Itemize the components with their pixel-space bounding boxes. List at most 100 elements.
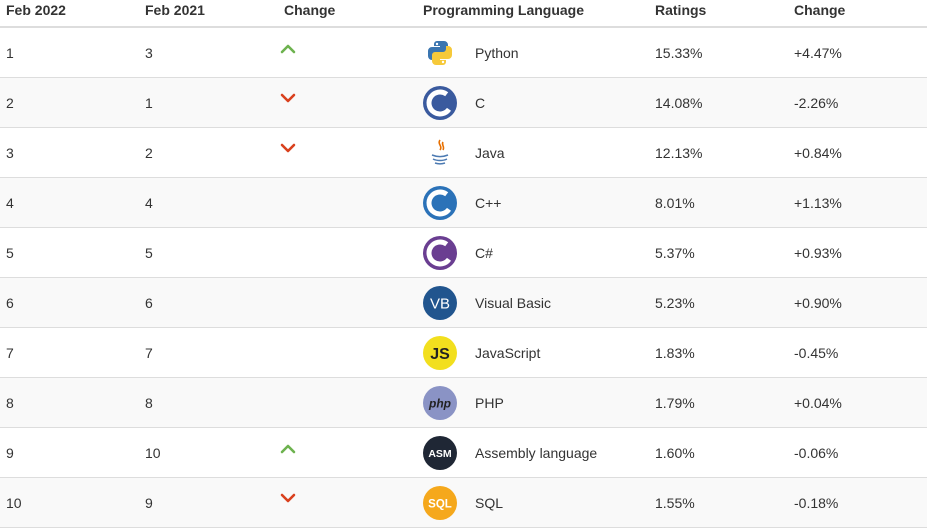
language-cell: php PHP [417, 385, 649, 420]
sql-logo-icon: SQL [423, 485, 457, 520]
table-row: 7 7 JS JavaScript 1.83% -0.45% [0, 328, 927, 378]
svg-text:JS: JS [430, 346, 450, 363]
js-logo-icon: JS [423, 335, 457, 370]
rank-current: 7 [6, 344, 14, 361]
rating-change-value: -0.45% [794, 344, 839, 361]
rank-current: 8 [6, 394, 14, 411]
arrow-down-icon [280, 491, 296, 502]
header-previous-month[interactable]: Feb 2021 [145, 2, 205, 18]
rating-change-value: -0.06% [794, 444, 839, 461]
table-row: 1 3 Python 15.33% +4.47% [0, 28, 927, 78]
svg-text:php: php [428, 396, 451, 410]
header-language[interactable]: Programming Language [423, 2, 585, 18]
language-cell: C [417, 85, 649, 120]
language-cell: Java [417, 136, 649, 170]
rank-previous: 6 [145, 294, 153, 311]
vb-logo-icon: VB [423, 285, 457, 320]
language-cell: Python [417, 36, 649, 70]
asm-logo-icon: ASM [423, 435, 457, 470]
language-cell: ++ C++ [417, 185, 649, 220]
table-row: 8 8 php PHP 1.79% +0.04% [0, 378, 927, 428]
language-cell: JS JavaScript [417, 335, 649, 370]
rank-current: 6 [6, 294, 14, 311]
rank-current: 9 [6, 444, 14, 461]
svg-text:VB: VB [430, 295, 450, 312]
header-current-month[interactable]: Feb 2022 [6, 2, 66, 18]
php-logo-icon: php [423, 385, 457, 420]
table-body: 1 3 Python 15.33% +4.47% 2 1 C 14.08% -2.26% 3 2 Jav… [0, 28, 927, 528]
header-rating-change[interactable]: Change [794, 2, 846, 18]
rating-value: 5.37% [655, 244, 695, 261]
rating-value: 14.08% [655, 94, 703, 111]
rank-previous: 9 [145, 494, 153, 511]
rating-change-value: +4.47% [794, 44, 842, 61]
table-row: 10 9 SQL SQL 1.55% -0.18% [0, 478, 927, 528]
svg-text:SQL: SQL [428, 498, 452, 510]
arrow-up-icon [280, 41, 296, 53]
arrow-up-icon [280, 441, 296, 453]
language-name[interactable]: Visual Basic [475, 294, 552, 311]
language-cell: # C# [417, 235, 649, 270]
svg-text:++: ++ [446, 202, 454, 208]
language-name[interactable]: SQL [475, 494, 504, 511]
language-name[interactable]: Java [475, 144, 505, 161]
rating-change-value: +0.04% [794, 394, 842, 411]
rank-previous: 1 [145, 94, 153, 111]
python-logo-icon [423, 36, 457, 70]
rank-current: 1 [6, 44, 14, 61]
rank-previous: 5 [145, 244, 153, 261]
c-logo-icon [423, 85, 457, 120]
table-header: Feb 2022 Feb 2021 Change Programming Lan… [0, 0, 927, 28]
language-name[interactable]: Assembly language [475, 444, 598, 461]
language-name[interactable]: C [475, 94, 486, 111]
rank-previous: 8 [145, 394, 153, 411]
language-cell: VB Visual Basic [417, 285, 649, 320]
rating-value: 8.01% [655, 194, 695, 211]
rank-previous: 2 [145, 144, 153, 161]
rating-change-value: +0.93% [794, 244, 842, 261]
rating-change-value: +0.84% [794, 144, 842, 161]
rating-value: 1.55% [655, 494, 695, 511]
table-row: 9 10 ASM Assembly language 1.60% -0.06% [0, 428, 927, 478]
table-row: 4 4 ++ C++ 8.01% +1.13% [0, 178, 927, 228]
rank-current: 4 [6, 194, 14, 211]
rank-previous: 4 [145, 194, 153, 211]
header-change[interactable]: Change [284, 2, 336, 18]
rank-current: 10 [6, 494, 22, 511]
rank-current: 2 [6, 94, 14, 111]
rank-change [278, 93, 417, 111]
table-row: 3 2 Java 12.13% +0.84% [0, 128, 927, 178]
csharp-logo-icon: # [423, 235, 457, 270]
language-name[interactable]: C++ [475, 194, 502, 211]
rank-current: 3 [6, 144, 14, 161]
java-logo-icon [423, 136, 457, 170]
svg-text:ASM: ASM [428, 448, 452, 460]
rank-change [278, 444, 417, 461]
table-row: 6 6 VB Visual Basic 5.23% +0.90% [0, 278, 927, 328]
rank-current: 5 [6, 244, 14, 261]
language-name[interactable]: Python [475, 44, 519, 61]
language-name[interactable]: PHP [475, 394, 504, 411]
table-row: 2 1 C 14.08% -2.26% [0, 78, 927, 128]
language-name[interactable]: C# [475, 244, 493, 261]
language-name[interactable]: JavaScript [475, 344, 541, 361]
header-ratings[interactable]: Ratings [655, 2, 707, 18]
rank-change [278, 44, 417, 61]
rating-change-value: -0.18% [794, 494, 839, 511]
rating-change-value: +0.90% [794, 294, 842, 311]
language-cell: SQL SQL [417, 485, 649, 520]
language-cell: ASM Assembly language [417, 435, 649, 470]
rank-change [278, 143, 417, 161]
rank-change [278, 493, 417, 511]
rank-previous: 10 [145, 444, 161, 461]
rating-value: 12.13% [655, 144, 703, 161]
table-row: 5 5 # C# 5.37% +0.93% [0, 228, 927, 278]
rating-change-value: +1.13% [794, 194, 842, 211]
rating-value: 1.83% [655, 344, 695, 361]
rating-change-value: -2.26% [794, 94, 839, 111]
rating-value: 5.23% [655, 294, 695, 311]
rating-value: 15.33% [655, 44, 703, 61]
arrow-down-icon [280, 91, 296, 102]
rank-previous: 3 [145, 44, 153, 61]
